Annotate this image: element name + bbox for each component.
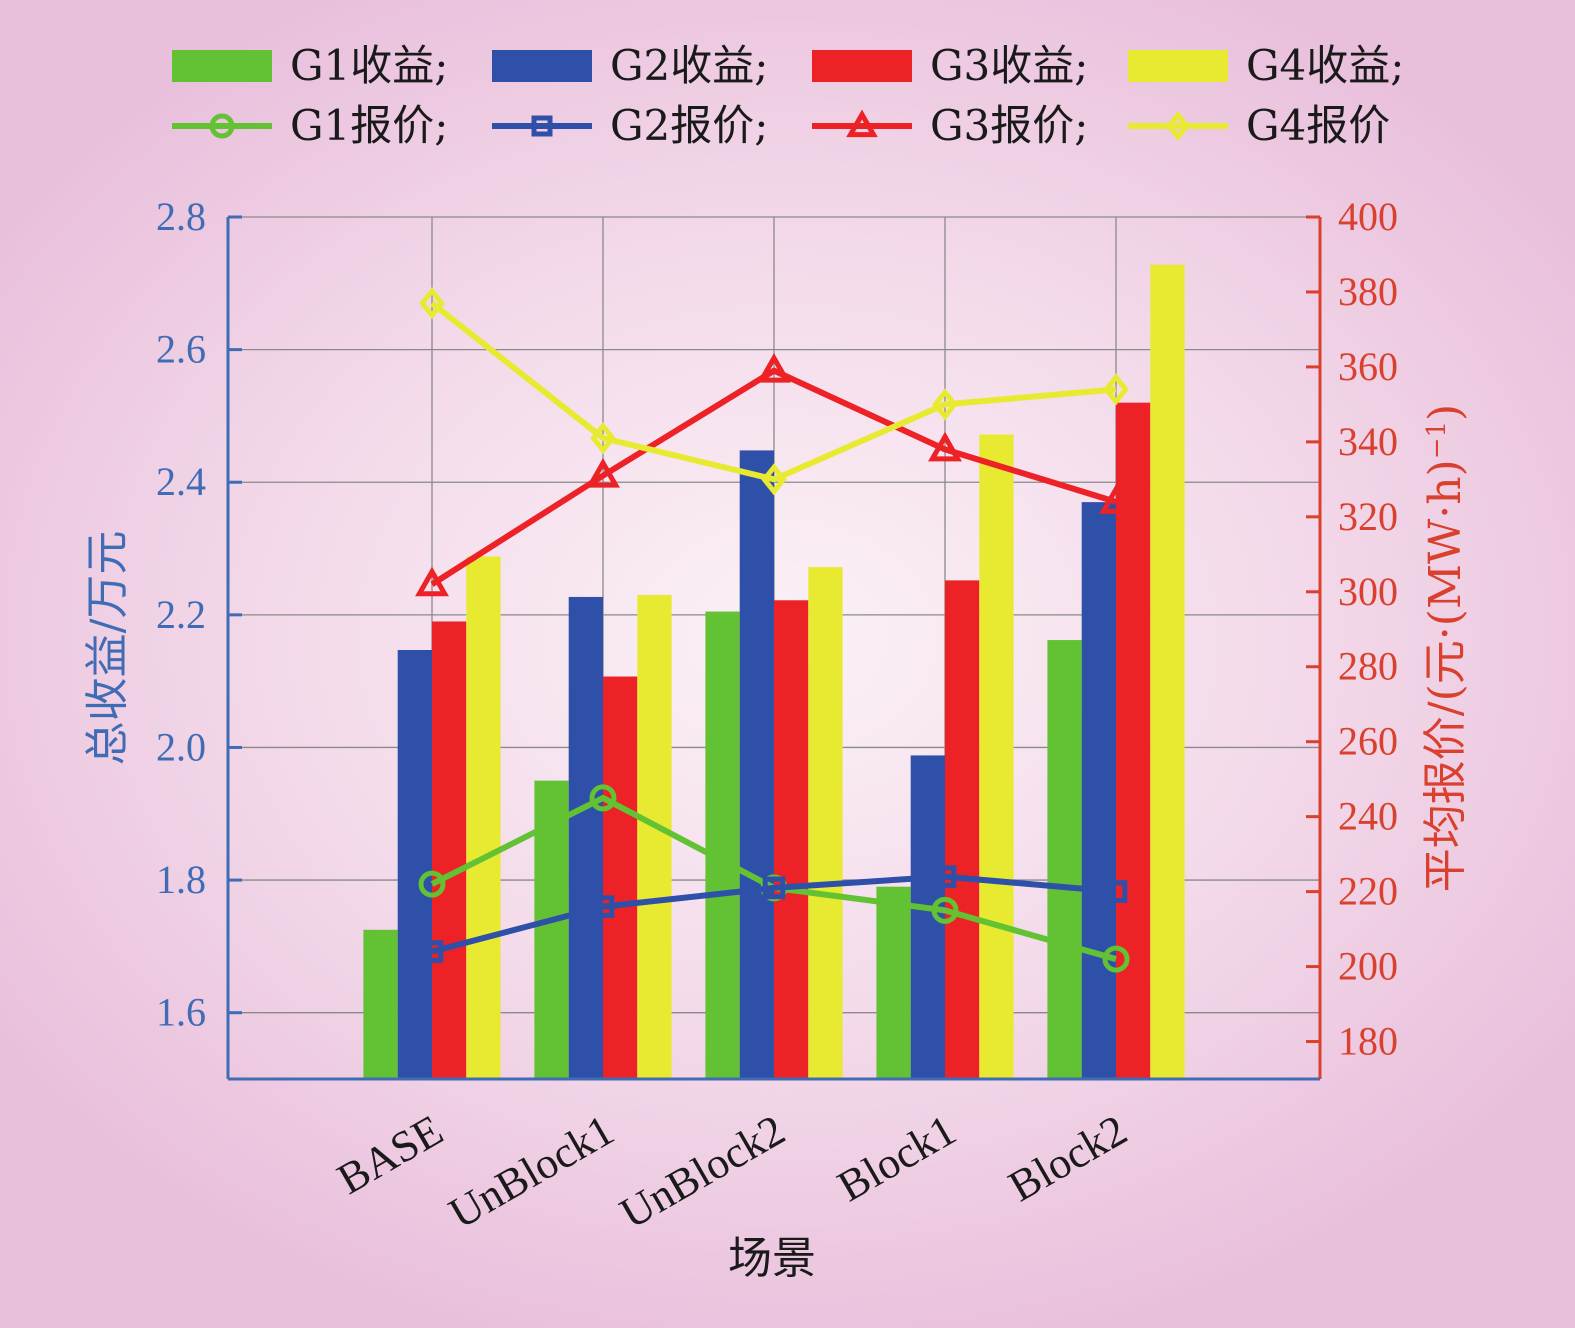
left-tick-label: 1.6	[156, 990, 206, 1035]
legend-label-g4-revenue: G4收益;	[1246, 41, 1404, 90]
legend-marker-g4-bid	[1165, 110, 1191, 142]
legend-swatch-g2-revenue	[492, 50, 592, 82]
legend-label-g2-revenue: G2收益;	[610, 41, 768, 90]
marker-g2-bid-block2	[1104, 880, 1128, 903]
right-tick-label: 180	[1338, 1019, 1398, 1064]
bar-g3-revenue-block1	[945, 580, 980, 1079]
bar-g4-revenue-block1	[979, 434, 1014, 1079]
right-tick-label: 380	[1338, 269, 1398, 314]
bar-g2-revenue-unblock1	[568, 596, 603, 1079]
left-tick-label: 2.6	[156, 327, 206, 372]
left-axis-title: 总收益/万元	[82, 531, 133, 766]
left-tick-label: 2.8	[156, 194, 206, 239]
right-tick-label: 260	[1338, 719, 1398, 764]
right-tick-label: 280	[1338, 644, 1398, 689]
right-axis-title-close: )	[1420, 404, 1471, 421]
marker-g1-bid-base	[418, 870, 446, 898]
bar-g1-revenue-unblock2	[705, 611, 740, 1079]
marker-g1-bid-unblock1	[589, 784, 617, 812]
marker-g1-bid-block2	[1102, 945, 1130, 973]
bars	[363, 264, 1185, 1080]
x-tick-label-block1: Block1	[829, 1105, 964, 1211]
marker-g4-bid-base	[419, 287, 445, 320]
right-axis-title: 平均报价/(元·(MW·h)−1)	[1420, 404, 1471, 892]
marker-g4-bid-block1	[932, 388, 958, 421]
marker-g3-bid-unblock2	[757, 352, 791, 383]
right-axis-title-main: 平均报价/(元·(MW·h)	[1420, 459, 1471, 892]
left-tick-label: 1.8	[156, 857, 206, 902]
x-tick-label-unblock2: UnBlock2	[612, 1105, 793, 1238]
bar-g4-revenue-block2	[1150, 264, 1185, 1079]
bar-g2-revenue-block2	[1081, 502, 1116, 1080]
legend-swatch-g4-revenue	[1128, 50, 1228, 82]
lines	[415, 287, 1133, 973]
axes	[226, 217, 1322, 1081]
marker-g4-bid-block2	[1103, 373, 1129, 406]
legend-label-g3-revenue: G3收益;	[930, 41, 1088, 90]
marker-g1-bid-block1	[931, 896, 959, 924]
bar-g3-revenue-base	[432, 621, 467, 1079]
legend-label-g3-bid: G3报价;	[930, 101, 1088, 150]
line-g3-bid	[430, 367, 1117, 587]
legend-label-g1-bid: G1报价;	[290, 101, 448, 150]
right-tick-label: 360	[1338, 344, 1398, 389]
bar-g1-revenue-block2	[1047, 640, 1082, 1079]
legend: G1收益; G2收益; G3收益; G4收益; G1报价; G2报价; G3报价; G4报价	[172, 41, 1404, 150]
marker-g2-bid-unblock1	[591, 895, 615, 918]
right-tick-label: 240	[1338, 794, 1398, 839]
marker-g3-bid-base	[415, 566, 449, 597]
marker-g2-bid-block1	[933, 865, 957, 888]
marker-g3-bid-unblock1	[586, 457, 620, 488]
right-tick-label: 300	[1338, 569, 1398, 614]
right-tick-label: 340	[1338, 419, 1398, 464]
legend-swatch-g3-revenue	[812, 50, 912, 82]
bar-g1-revenue-block1	[876, 886, 911, 1079]
legend-marker-g2-bid	[531, 115, 553, 137]
bar-g2-revenue-unblock2	[739, 450, 774, 1079]
marker-g3-bid-block2	[1099, 484, 1133, 514]
bar-g3-revenue-unblock2	[774, 600, 809, 1079]
bar-g4-revenue-unblock1	[637, 594, 672, 1079]
marker-g2-bid-unblock2	[762, 876, 786, 900]
bar-g1-revenue-base	[363, 929, 398, 1079]
line-g2-bid	[431, 873, 1117, 955]
legend-label-g4-bid: G4报价	[1246, 101, 1390, 150]
marker-g4-bid-unblock1	[590, 422, 616, 455]
legend-label-g2-bid: G2报价;	[610, 101, 768, 150]
right-axis-title-sup: −1	[1422, 421, 1452, 459]
x-axis-title: 场景	[728, 1233, 816, 1284]
right-tick-label: 200	[1338, 944, 1398, 989]
line-g4-bid	[430, 300, 1117, 483]
legend-swatch-g1-revenue	[172, 50, 272, 82]
legend-label-g1-revenue: G1收益;	[290, 41, 448, 90]
bar-g4-revenue-base	[466, 556, 501, 1079]
right-tick-label: 400	[1338, 194, 1398, 239]
bar-g4-revenue-unblock2	[808, 567, 843, 1079]
marker-g3-bid-block1	[928, 431, 962, 462]
left-tick-label: 2.2	[156, 592, 206, 637]
x-tick-label-block2: Block2	[1000, 1105, 1135, 1211]
legend-marker-g1-bid	[209, 113, 235, 139]
right-tick-label: 320	[1338, 494, 1398, 539]
left-tick-label: 2.4	[156, 459, 206, 504]
right-tick-label: 220	[1338, 869, 1398, 914]
bar-g3-revenue-unblock1	[603, 676, 638, 1079]
left-tick-label: 2.0	[156, 724, 206, 769]
bar-g2-revenue-base	[397, 649, 432, 1079]
marker-g2-bid-base	[420, 940, 444, 963]
marker-g4-bid-unblock2	[761, 463, 787, 496]
legend-marker-g3-bid	[846, 109, 878, 138]
x-tick-label-unblock1: UnBlock1	[441, 1105, 622, 1238]
bar-g3-revenue-block2	[1116, 402, 1151, 1080]
x-tick-label-base: BASE	[329, 1105, 451, 1204]
